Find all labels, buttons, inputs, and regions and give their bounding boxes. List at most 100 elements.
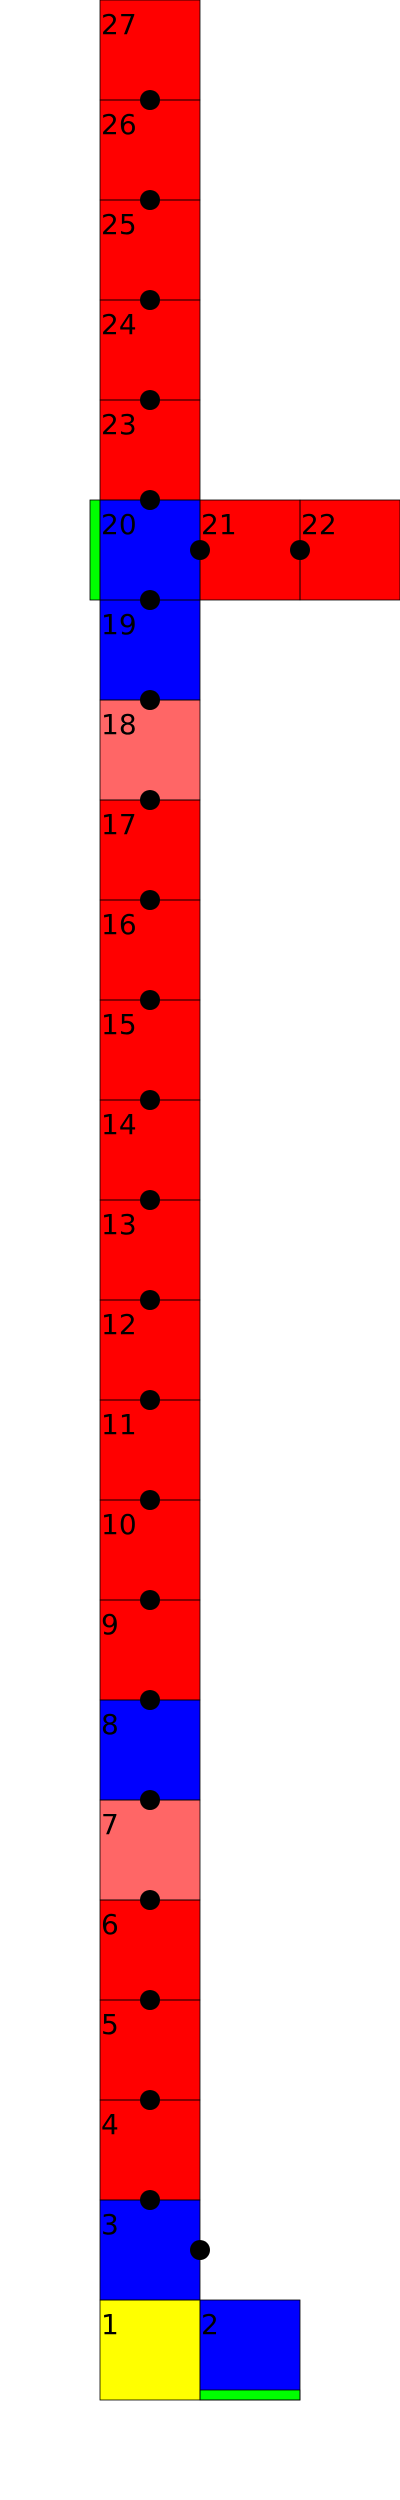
connector-dot (140, 1490, 160, 1510)
cell-12 (100, 1300, 200, 1400)
cell-24-fill (100, 300, 200, 400)
cell-20-label: 20 (101, 508, 137, 541)
cell-5-label: 5 (101, 2008, 119, 2041)
connector-dot-layer (140, 90, 310, 2260)
connector-dot (140, 1090, 160, 1110)
cell-23-label: 23 (101, 408, 137, 441)
cell-6-fill (100, 1900, 200, 2000)
cell-24 (100, 300, 200, 400)
connector-dot (140, 890, 160, 910)
cell-3 (100, 2200, 200, 2300)
cell-21-label: 21 (201, 508, 237, 541)
cell-14-label: 14 (101, 1108, 137, 1141)
connector-dot (290, 540, 310, 560)
cell-22-fill (300, 500, 400, 600)
cell-13-fill (100, 1200, 200, 1300)
cell-15-label: 15 (101, 1008, 137, 1041)
connector-dot (140, 690, 160, 710)
connector-dot (140, 1190, 160, 1210)
connector-dot (140, 1890, 160, 1910)
cell-18-label: 18 (101, 708, 137, 741)
cell-1-fill (100, 2300, 200, 2400)
cell-13-label: 13 (101, 1208, 137, 1241)
cell-5-fill (100, 2000, 200, 2100)
cell-10-fill (100, 1500, 200, 1600)
connector-dot (140, 990, 160, 1010)
cell-3-fill (100, 2200, 200, 2300)
cell-9-label: 9 (101, 1608, 119, 1641)
cell-9-fill (100, 1600, 200, 1700)
cell-10 (100, 1500, 200, 1600)
cell-4-fill (100, 2100, 200, 2200)
end-side-mark (200, 2390, 300, 2400)
cell-24-label: 24 (101, 308, 137, 341)
cell-8-fill (100, 1700, 200, 1800)
cell-7-label: 7 (101, 1808, 119, 1841)
connector-dot (140, 190, 160, 210)
cell-12-fill (100, 1300, 200, 1400)
cell-19-fill (100, 600, 200, 700)
cell-18 (100, 700, 200, 800)
cell-22 (300, 500, 400, 600)
cell-25-fill (100, 200, 200, 300)
cell-6 (100, 1900, 200, 2000)
connector-dot (140, 1590, 160, 1610)
cell-2-fill (200, 2300, 300, 2400)
connector-dot (190, 540, 210, 560)
cell-19 (100, 600, 200, 700)
cell-10-label: 10 (101, 1508, 137, 1541)
cell-20 (100, 500, 200, 600)
cell-19-label: 19 (101, 608, 137, 641)
connector-dot (140, 490, 160, 510)
cell-18-fill (100, 700, 200, 800)
cell-4 (100, 2100, 200, 2200)
cell-17 (100, 800, 200, 900)
cell-27 (100, 0, 200, 100)
cell-9 (100, 1600, 200, 1700)
cell-15-fill (100, 1000, 200, 1100)
start-side-mark (90, 500, 100, 600)
cell-14-fill (100, 1100, 200, 1200)
connector-dot (140, 1990, 160, 2010)
cell-4-label: 4 (101, 2108, 119, 2141)
connector-dot (140, 2190, 160, 2210)
connector-dot (140, 1690, 160, 1710)
cell-21-fill (200, 500, 300, 600)
cell-5 (100, 2000, 200, 2100)
cell-23 (100, 400, 200, 500)
cell-8-label: 8 (101, 1708, 119, 1741)
cell-23-fill (100, 400, 200, 500)
cell-11-fill (100, 1400, 200, 1500)
cell-27-fill (100, 0, 200, 100)
cell-1 (100, 2300, 200, 2400)
cell-26-label: 26 (101, 108, 137, 141)
cell-12-label: 12 (101, 1308, 137, 1341)
connector-dot (140, 1290, 160, 1310)
cell-16 (100, 900, 200, 1000)
cell-17-label: 17 (101, 808, 137, 841)
cell-7-fill (100, 1800, 200, 1900)
cell-26 (100, 100, 200, 200)
connector-dot (140, 390, 160, 410)
cell-16-fill (100, 900, 200, 1000)
cell-25-label: 25 (101, 208, 137, 241)
cell-11-label: 11 (101, 1408, 137, 1441)
cell-15 (100, 1000, 200, 1100)
connector-dot (140, 290, 160, 310)
connector-dot (140, 1790, 160, 1810)
connector-dot (140, 590, 160, 610)
cell-fill-layer (100, 0, 400, 2400)
connector-dot (140, 1390, 160, 1410)
cell-2 (200, 2300, 300, 2400)
connector-dot (140, 2090, 160, 2110)
cell-8 (100, 1700, 200, 1800)
cell-16-label: 16 (101, 908, 137, 941)
side-mark-layer (90, 500, 300, 2400)
cell-2-outline (199, 2299, 301, 2401)
cell-13 (100, 1200, 200, 1300)
cell-14 (100, 1100, 200, 1200)
cell-25 (100, 200, 200, 300)
cell-20-fill (100, 500, 200, 600)
